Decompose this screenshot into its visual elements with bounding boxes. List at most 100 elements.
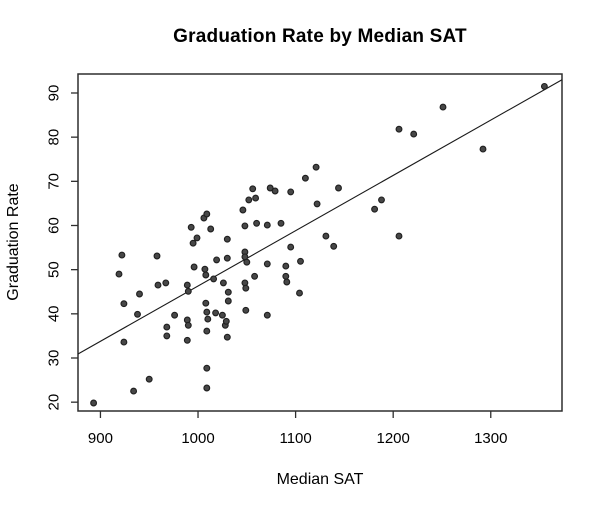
scatter-point xyxy=(183,336,191,344)
x-tick-label: 1200 xyxy=(376,430,409,447)
scatter-point xyxy=(90,399,98,407)
scatter-point xyxy=(219,279,227,287)
scatter-point xyxy=(335,184,342,192)
scatter-point xyxy=(184,287,192,295)
y-tick-label: 50 xyxy=(46,261,63,278)
scatter-point xyxy=(296,289,303,297)
scatter-point xyxy=(410,130,418,138)
scatter-point xyxy=(203,327,211,335)
scatter-point xyxy=(540,82,548,90)
scatter-point xyxy=(395,232,403,240)
y-tick-label: 80 xyxy=(46,129,63,146)
scatter-point xyxy=(154,281,162,289)
scatter-point xyxy=(120,338,128,346)
scatter-point xyxy=(189,239,197,247)
y-tick-label: 60 xyxy=(46,217,63,234)
scatter-point xyxy=(118,251,126,259)
scatter-point xyxy=(203,308,211,316)
scatter-point xyxy=(239,206,247,214)
y-tick-label: 20 xyxy=(46,394,63,411)
scatter-point xyxy=(222,317,230,325)
scatter-point xyxy=(120,300,128,308)
y-tick-label: 70 xyxy=(46,173,63,190)
x-axis-label: Median SAT xyxy=(277,471,364,488)
scatter-point xyxy=(263,311,271,319)
scatter-point xyxy=(283,278,291,286)
scatter-point xyxy=(223,254,231,262)
scatter-point xyxy=(145,375,153,383)
scatter-point xyxy=(243,258,251,266)
scatter-point xyxy=(330,242,338,250)
scatter-point xyxy=(395,125,403,133)
scatter-point xyxy=(241,222,249,230)
scatter-point xyxy=(163,323,171,331)
y-tick-label: 30 xyxy=(46,350,63,367)
scatter-point xyxy=(212,309,220,317)
scatter-point xyxy=(282,272,290,280)
scatter-point xyxy=(263,260,271,268)
scatter-point xyxy=(242,306,250,314)
scatter-point xyxy=(242,284,250,292)
scatter-point xyxy=(223,235,231,243)
scatter-point xyxy=(263,221,271,229)
scatter-point xyxy=(184,321,192,329)
y-tick-label: 40 xyxy=(46,305,63,322)
scatter-point xyxy=(190,263,198,271)
scatter-point xyxy=(223,333,231,341)
scatter-point xyxy=(115,270,123,278)
scatter-point xyxy=(287,243,295,251)
scatter-point xyxy=(153,252,161,260)
scatter-point xyxy=(224,297,232,305)
scatter-point xyxy=(218,311,226,319)
scatter-point xyxy=(322,232,330,240)
scatter-point xyxy=(202,271,210,279)
x-tick-label: 1100 xyxy=(279,430,311,447)
scatter-point xyxy=(271,187,279,195)
scatter-point xyxy=(224,288,232,296)
scatter-point xyxy=(210,275,218,283)
scatter-point xyxy=(378,196,385,204)
scatter-point xyxy=(479,145,487,153)
plot-border xyxy=(77,73,563,412)
scatter-point xyxy=(207,225,215,233)
scatter-point xyxy=(301,174,309,182)
scatter-point xyxy=(201,265,209,273)
y-axis-label: Graduation Rate xyxy=(5,183,22,301)
scatter-point xyxy=(277,219,285,227)
scatter-point xyxy=(163,332,171,340)
scatter-point xyxy=(297,257,304,265)
scatter-point xyxy=(162,279,170,287)
x-tick-label: 1300 xyxy=(474,430,507,447)
scatter-point xyxy=(134,310,141,318)
scatter-point xyxy=(213,256,221,264)
scatter-point xyxy=(136,290,143,298)
scatter-point xyxy=(202,299,210,307)
chart-title: Graduation Rate by Median SAT xyxy=(173,26,467,47)
scatter-point xyxy=(252,194,260,202)
scatter-point xyxy=(203,384,211,392)
x-tick-label: 900 xyxy=(88,430,113,447)
scatter-point xyxy=(130,387,138,395)
scatter-points xyxy=(77,79,563,407)
scatter-point xyxy=(203,210,211,218)
scatter-point xyxy=(245,196,253,204)
scatter-point xyxy=(287,188,295,196)
scatter-point xyxy=(187,223,195,231)
scatter-point xyxy=(371,205,379,213)
scatter-point xyxy=(171,311,179,319)
scatter-point xyxy=(183,281,191,289)
scatter-point xyxy=(313,200,321,208)
scatter-point xyxy=(203,364,211,372)
axis-ticks: 900 1000 1100 1200 1300 20 30 40 50 60 70 80 90 xyxy=(46,73,563,447)
scatter-point xyxy=(312,163,320,171)
scatter-point xyxy=(251,272,259,280)
scatter-point xyxy=(193,234,201,242)
scatter-point xyxy=(266,184,274,192)
scatter-point xyxy=(439,103,447,111)
regression-line xyxy=(77,79,563,355)
scatter-point xyxy=(282,262,290,270)
scatter-point xyxy=(253,219,261,227)
y-tick-label: 90 xyxy=(46,85,63,102)
